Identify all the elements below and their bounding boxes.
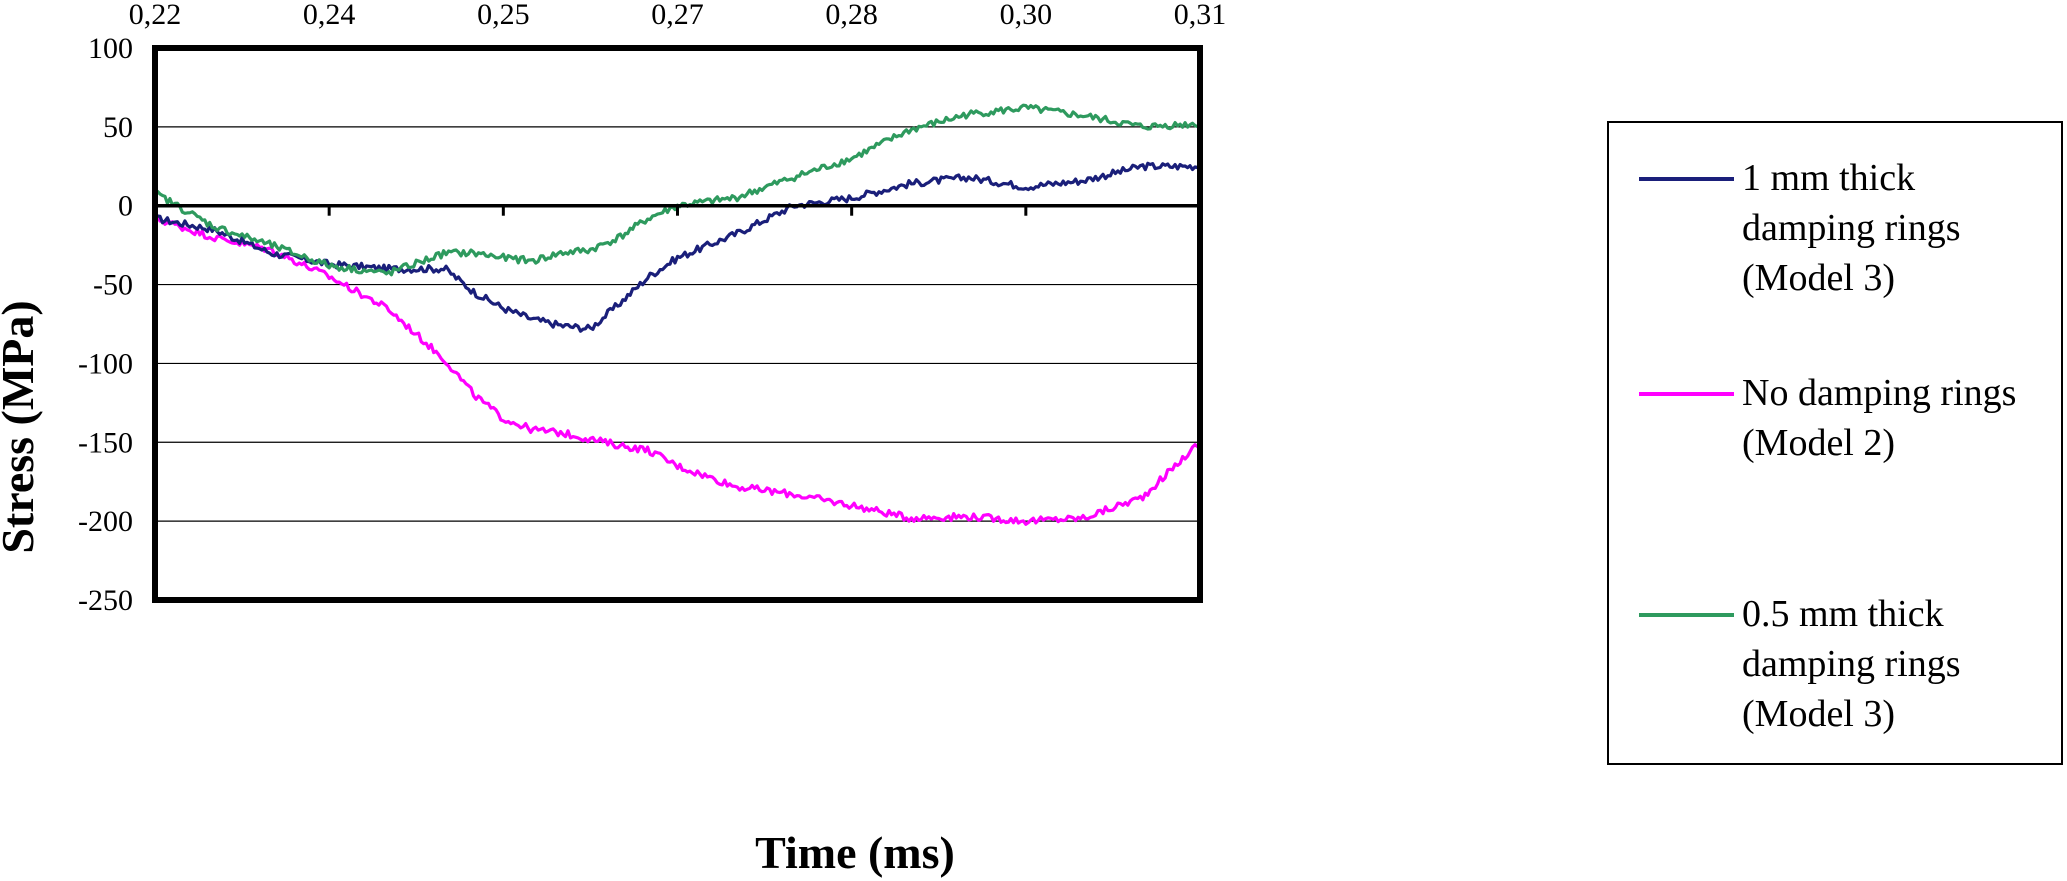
x-axis: [155, 203, 1200, 216]
legend-label-0-5mm: 0.5 mm thick damping rings (Model 3): [1742, 593, 1961, 735]
legend: 1 mm thick damping rings (Model 3) No da…: [1607, 121, 2063, 765]
x-tick-label: 0,28: [825, 0, 878, 31]
y-tick-label: -200: [78, 505, 133, 538]
x-tick-label: 0,30: [1000, 0, 1053, 31]
y-tick-label: -150: [78, 426, 133, 459]
y-tick-label: 100: [88, 32, 133, 65]
series-line: [154, 103, 1202, 277]
y-tick-labels: 100 50 0 -50 -100 -150 -200 -250: [78, 32, 133, 617]
legend-item-1mm: 1 mm thick damping rings (Model 3): [1639, 153, 2042, 303]
x-tick-label: 0,24: [303, 0, 356, 31]
x-tick-label: 0,27: [651, 0, 704, 31]
x-tick-labels: 0,22 0,24 0,25 0,27 0,28 0,30 0,31: [129, 0, 1227, 31]
x-tick-label: 0,31: [1174, 0, 1227, 31]
y-tick-label: -50: [93, 269, 133, 302]
legend-label-1mm: 1 mm thick damping rings (Model 3): [1742, 157, 1961, 299]
grid-lines: [155, 126, 1200, 522]
legend-item-no-damping: No damping rings (Model 2): [1639, 368, 2042, 468]
legend-label-no-damping: No damping rings (Model 2): [1742, 372, 2017, 464]
line-chart: 0,22 0,24 0,25 0,27 0,28 0,30 0,31 100 50 0 -50 -1…: [0, 0, 1227, 878]
legend-swatch-1mm: [1639, 177, 1734, 181]
legend-item-0-5mm: 0.5 mm thick damping rings (Model 3): [1639, 589, 2042, 739]
series-line: [153, 214, 1202, 526]
series-layer: [153, 103, 1202, 526]
series-line: [153, 161, 1201, 333]
plot-frame: [152, 45, 1203, 603]
y-tick-label: -250: [78, 584, 133, 617]
x-axis-title: Time (ms): [755, 827, 955, 878]
legend-swatch-0-5mm: [1639, 613, 1734, 617]
legend-swatch-no-damping: [1639, 392, 1734, 396]
x-tick-label: 0,22: [129, 0, 182, 31]
y-axis-title: Stress (MPa): [0, 300, 43, 553]
y-tick-label: 0: [118, 190, 133, 223]
x-tick-label: 0,25: [477, 0, 530, 31]
y-tick-label: -100: [78, 347, 133, 380]
y-tick-label: 50: [103, 111, 133, 144]
